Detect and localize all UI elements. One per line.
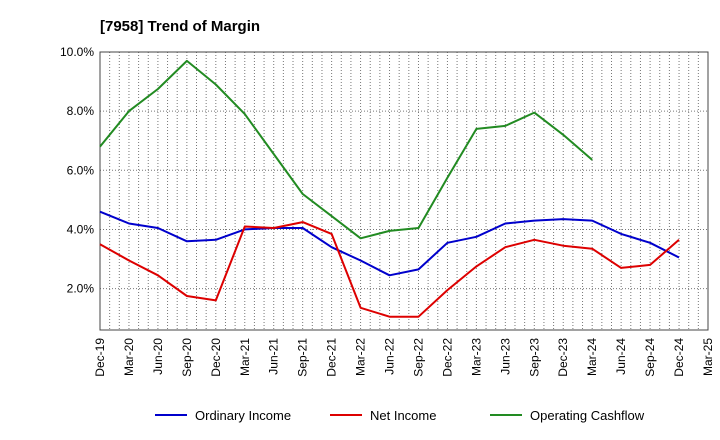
x-tick-label: Sep-23 — [527, 338, 541, 377]
x-tick-label: Jun-21 — [267, 338, 281, 375]
x-tick-label: Sep-21 — [296, 338, 310, 377]
x-tick-label: Dec-19 — [93, 338, 107, 377]
y-tick-label: 2.0% — [67, 282, 95, 296]
series-line-net-income — [99, 221, 680, 318]
x-tick-label: Jun-24 — [614, 338, 628, 375]
plot-frame — [99, 51, 709, 331]
x-tick-label: Dec-21 — [325, 338, 339, 377]
x-tick-label: Sep-22 — [411, 338, 425, 377]
y-tick-label: 4.0% — [67, 222, 95, 236]
series-line-operating-cashflow — [99, 59, 593, 240]
legend-label: Ordinary Income — [195, 408, 291, 423]
axes: 2.0% 4.0% 6.0% 8.0% 10.0% Dec-19 Mar-20 Jun-20 S… — [60, 45, 715, 377]
series-line-ordinary-income — [99, 210, 680, 277]
x-tick-label: Mar-24 — [585, 338, 599, 376]
x-tick-label: Mar-20 — [122, 338, 136, 376]
x-tick-label: Jun-20 — [151, 338, 165, 375]
legend-label: Net Income — [370, 408, 436, 423]
x-tick-label: Dec-24 — [672, 338, 686, 377]
legend-label: Operating Cashflow — [530, 408, 645, 423]
x-tick-label: Sep-24 — [643, 338, 657, 377]
x-tick-label: Dec-20 — [209, 338, 223, 377]
x-tick-label: Sep-20 — [180, 338, 194, 377]
grid — [100, 52, 708, 330]
chart-title: [7958] Trend of Margin — [100, 18, 260, 35]
x-tick-label: Jun-23 — [498, 338, 512, 375]
y-tick-label: 6.0% — [67, 163, 95, 177]
x-tick-label: Mar-25 — [701, 338, 715, 376]
x-tick-label: Mar-22 — [354, 338, 368, 376]
y-tick-label: 10.0% — [60, 45, 94, 59]
x-tick-label: Mar-21 — [238, 338, 252, 376]
y-tick-label: 8.0% — [67, 104, 95, 118]
x-tick-label: Mar-23 — [469, 338, 483, 376]
legend: Ordinary Income Net Income Operating Cashf… — [155, 408, 645, 423]
x-tick-label: Dec-23 — [556, 338, 570, 377]
x-tick-label: Jun-22 — [383, 338, 397, 375]
series-lines — [99, 59, 680, 318]
x-tick-label: Dec-22 — [440, 338, 454, 377]
